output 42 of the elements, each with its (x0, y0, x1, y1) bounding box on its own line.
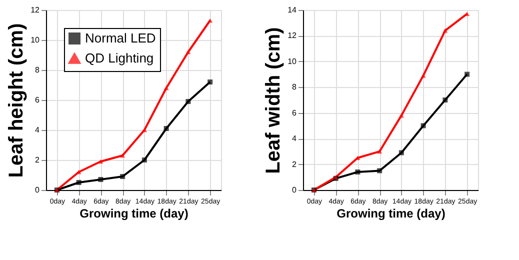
point (398, 113, 404, 118)
y-tick-label: 6 (35, 96, 40, 104)
x-axis-title: Growing time (day) (336, 206, 446, 220)
legend-label: QD Lighting (85, 50, 154, 66)
y-tick-label: 10 (30, 36, 40, 44)
point (120, 174, 126, 179)
point (377, 149, 382, 154)
y-tick-label: 4 (292, 134, 298, 144)
y-tick-label: 10 (288, 56, 298, 66)
point (164, 86, 169, 90)
point (420, 73, 426, 78)
legend-label: Normal LED (85, 30, 156, 46)
y-axis-title: Leaf height (cm) (6, 23, 28, 178)
point (142, 158, 147, 162)
y-tick-label: 8 (292, 82, 298, 92)
x-axis-title: Growing time (day) (80, 206, 188, 220)
point (355, 170, 360, 174)
point (208, 18, 213, 23)
point (186, 99, 191, 104)
point (76, 180, 82, 185)
point (164, 126, 169, 131)
y-tick-label: 2 (35, 156, 40, 164)
point (98, 177, 104, 182)
point (420, 123, 426, 128)
y-tick-label: 4 (35, 126, 40, 134)
point (186, 50, 191, 54)
point (98, 159, 104, 164)
y-tick-label: 14 (288, 6, 298, 14)
point (464, 72, 470, 77)
y-tick-label: 12 (30, 6, 40, 14)
y-axis-title: Leaf width (cm) (262, 27, 285, 174)
y-tick-label: 0 (35, 186, 40, 194)
point (398, 150, 404, 156)
y-tick-label: 8 (35, 66, 40, 74)
y-tick-label: 2 (292, 160, 298, 169)
y-tick-label: 0 (292, 186, 298, 194)
y-tick-label: 6 (292, 108, 298, 118)
point (442, 98, 448, 102)
point (377, 168, 382, 174)
point (120, 153, 126, 158)
point (208, 80, 213, 84)
y-tick-label: 12 (288, 31, 298, 40)
